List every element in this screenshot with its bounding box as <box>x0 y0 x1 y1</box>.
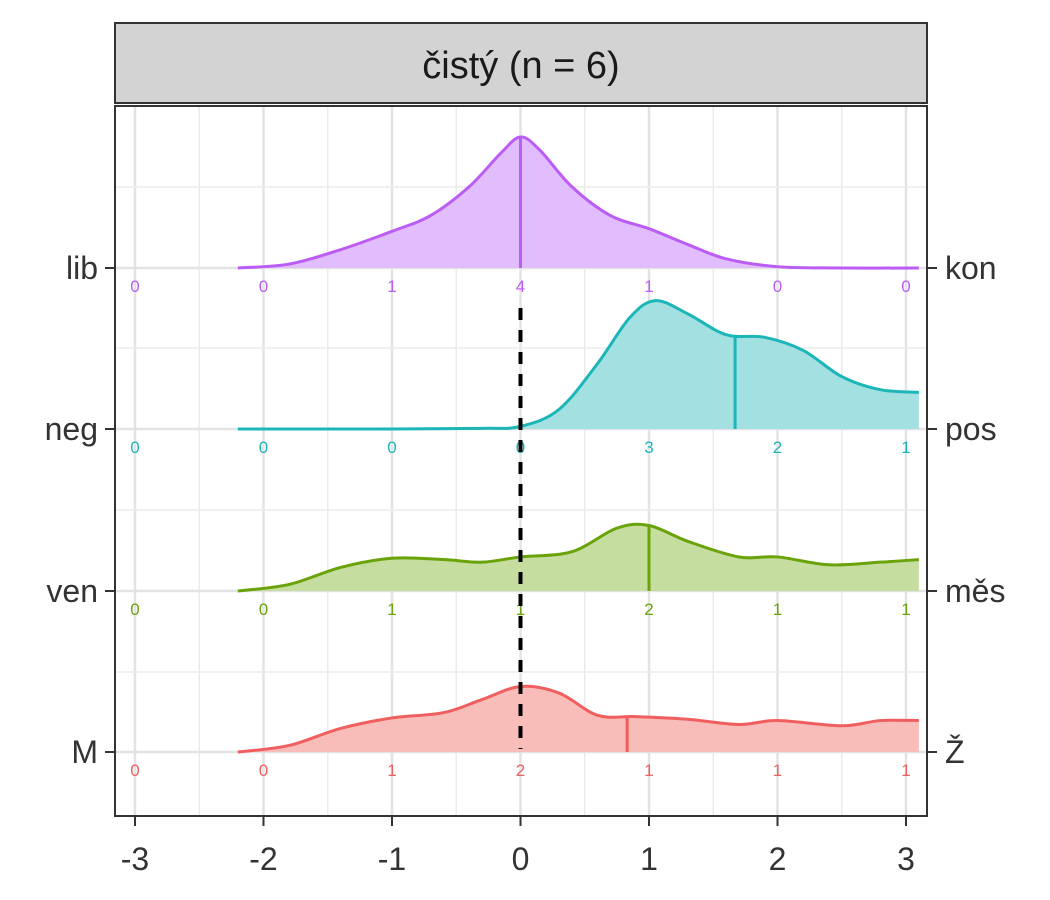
count-label: 0 <box>387 438 396 457</box>
count-label: 1 <box>387 277 396 296</box>
count-label: 1 <box>387 600 396 619</box>
count-label: 0 <box>130 277 139 296</box>
count-label: 2 <box>773 438 782 457</box>
facet-title: čistý (n = 6) <box>422 45 619 87</box>
count-label: 0 <box>259 438 268 457</box>
series-layer: 0014100000032100112110012111 <box>130 135 919 780</box>
x-tick-label: -1 <box>378 841 406 877</box>
density-area <box>237 136 919 269</box>
count-label: 0 <box>259 600 268 619</box>
density-curve <box>237 135 919 270</box>
x-tick-label: 1 <box>640 841 658 877</box>
y-label-left: neg <box>45 411 98 447</box>
count-label: 1 <box>644 277 653 296</box>
density-area <box>237 524 919 591</box>
count-label: 3 <box>644 438 653 457</box>
density-curve <box>237 684 919 754</box>
y-label-right: měs <box>945 573 1005 609</box>
count-label: 2 <box>644 600 653 619</box>
y-label-left: lib <box>66 250 98 286</box>
density-area <box>237 686 919 752</box>
count-label: 1 <box>644 761 653 780</box>
count-label: 0 <box>773 277 782 296</box>
x-tick-label: 3 <box>897 841 915 877</box>
y-label-left: M <box>71 734 98 770</box>
count-label: 0 <box>130 438 139 457</box>
density-curve <box>237 522 919 593</box>
facet-strip <box>114 22 928 104</box>
count-label: 1 <box>773 600 782 619</box>
x-tick-label: -2 <box>249 841 277 877</box>
x-tick-label: -3 <box>121 841 149 877</box>
count-label: 1 <box>901 438 910 457</box>
y-label-right: kon <box>945 250 997 286</box>
count-label: 0 <box>259 761 268 780</box>
y-label-left: ven <box>46 573 98 609</box>
y-label-right: pos <box>945 411 997 447</box>
axis-layer: -3 -2 -1 0 1 2 3 lib kon neg pos ven měs M Ž <box>45 250 1006 877</box>
count-label: 0 <box>130 761 139 780</box>
y-label-right: Ž <box>945 734 965 770</box>
count-label: 0 <box>259 277 268 296</box>
ridge-M-Ž: 0 0 1 2 1 1 1 <box>130 684 919 780</box>
count-label: 2 <box>516 761 525 780</box>
ridge-lib-kon: 0 0 1 4 1 0 0 <box>130 135 919 296</box>
density-area <box>237 300 919 430</box>
density-curve <box>237 299 919 431</box>
count-label: 1 <box>387 761 396 780</box>
count-label: 0 <box>130 600 139 619</box>
x-tick-label: 0 <box>512 841 530 877</box>
count-label: 1 <box>901 600 910 619</box>
count-label: 1 <box>773 761 782 780</box>
count-label: 1 <box>516 600 525 619</box>
x-tick-label: 2 <box>769 841 787 877</box>
ridge-ven-měs: 0 0 1 1 2 1 1 <box>130 522 919 619</box>
count-label: 0 <box>901 277 910 296</box>
count-label: 1 <box>901 761 910 780</box>
count-label: 4 <box>516 277 525 296</box>
